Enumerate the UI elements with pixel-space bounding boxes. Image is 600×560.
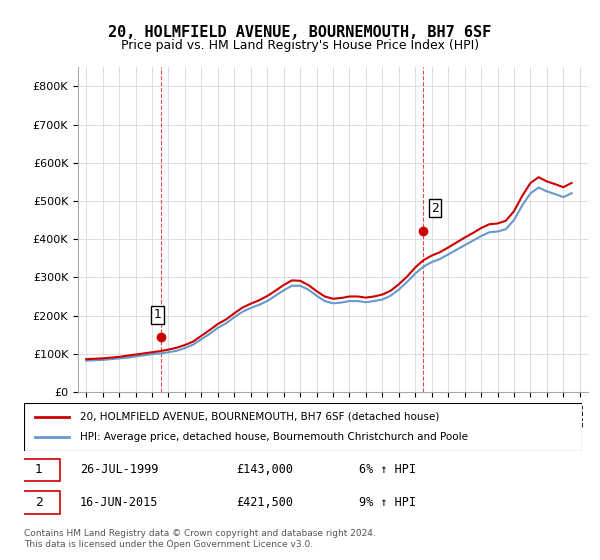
Text: 6% ↑ HPI: 6% ↑ HPI [359,463,416,476]
FancyBboxPatch shape [19,492,60,514]
Text: 9% ↑ HPI: 9% ↑ HPI [359,496,416,509]
Text: 26-JUL-1999: 26-JUL-1999 [80,463,158,476]
Text: £421,500: £421,500 [236,496,293,509]
Text: 1: 1 [35,463,43,476]
Text: Price paid vs. HM Land Registry's House Price Index (HPI): Price paid vs. HM Land Registry's House … [121,39,479,52]
Text: HPI: Average price, detached house, Bournemouth Christchurch and Poole: HPI: Average price, detached house, Bour… [80,432,468,442]
Text: 2: 2 [431,202,439,215]
Text: 2: 2 [35,496,43,509]
FancyBboxPatch shape [19,459,60,481]
Text: 20, HOLMFIELD AVENUE, BOURNEMOUTH, BH7 6SF (detached house): 20, HOLMFIELD AVENUE, BOURNEMOUTH, BH7 6… [80,412,439,422]
Text: 16-JUN-2015: 16-JUN-2015 [80,496,158,509]
Text: 20, HOLMFIELD AVENUE, BOURNEMOUTH, BH7 6SF: 20, HOLMFIELD AVENUE, BOURNEMOUTH, BH7 6… [109,25,491,40]
Text: Contains HM Land Registry data © Crown copyright and database right 2024.
This d: Contains HM Land Registry data © Crown c… [24,529,376,549]
Text: £143,000: £143,000 [236,463,293,476]
Text: 1: 1 [153,308,161,321]
FancyBboxPatch shape [24,403,582,451]
